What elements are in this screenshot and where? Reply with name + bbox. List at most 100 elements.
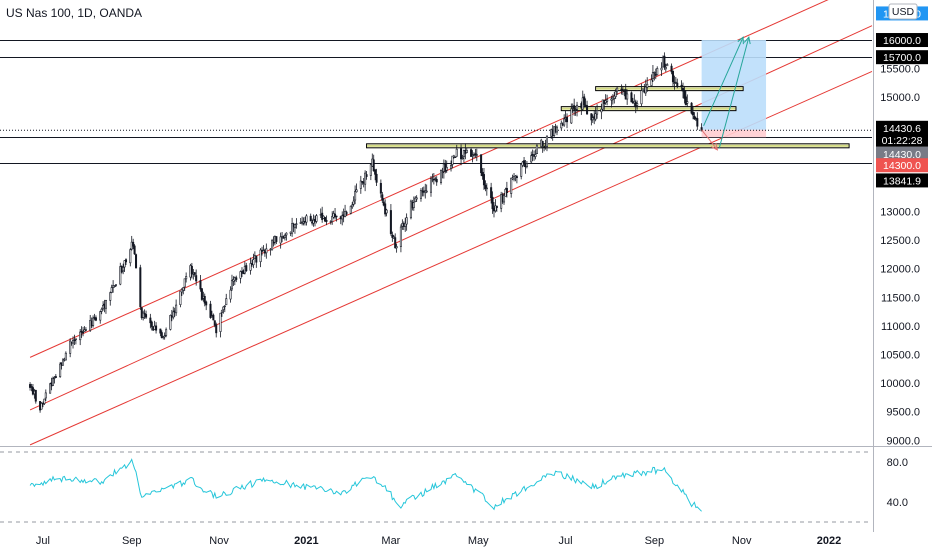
candle[interactable] [439,170,443,183]
candle[interactable] [205,301,208,306]
candle[interactable] [523,160,526,164]
candle[interactable] [143,313,146,315]
candle[interactable] [183,278,186,288]
candle[interactable] [384,203,387,215]
candle[interactable] [220,310,223,313]
candle[interactable] [412,202,415,208]
candle[interactable] [451,155,454,165]
candle[interactable] [305,215,308,223]
candle[interactable] [636,103,639,106]
candle[interactable] [182,287,185,291]
candle[interactable] [180,289,183,293]
candle[interactable] [61,359,65,366]
candle[interactable] [222,306,225,310]
candle[interactable] [375,173,378,183]
candle[interactable] [299,222,302,224]
candle[interactable] [165,329,168,336]
candle[interactable] [591,117,594,121]
candle[interactable] [666,64,669,67]
candle[interactable] [502,195,506,203]
candle[interactable] [124,259,128,263]
candle[interactable] [252,259,255,266]
candle[interactable] [325,219,328,222]
candle[interactable] [100,308,103,312]
candle[interactable] [414,197,417,202]
candle[interactable] [132,241,135,247]
candle[interactable] [43,398,46,404]
candle[interactable] [565,116,569,123]
candle[interactable] [404,222,407,227]
candle[interactable] [203,296,206,304]
candle[interactable] [40,403,43,410]
long-position-target-zone[interactable] [701,40,767,130]
candle[interactable] [531,154,534,156]
candle[interactable] [239,271,242,279]
candle[interactable] [600,108,603,113]
candle[interactable] [525,163,528,168]
candle[interactable] [129,249,132,264]
candle[interactable] [160,332,163,339]
candle[interactable] [491,196,494,210]
candle[interactable] [601,99,604,110]
candle[interactable] [429,178,433,193]
candle[interactable] [485,187,488,190]
candle[interactable] [155,325,158,331]
candle[interactable] [351,204,354,208]
candle[interactable] [355,189,358,193]
candle[interactable] [365,174,368,177]
candle[interactable] [454,156,457,158]
candle[interactable] [534,154,537,157]
candle[interactable] [435,179,438,183]
candle[interactable] [104,300,107,309]
candle[interactable] [249,263,252,271]
candle[interactable] [44,392,47,399]
candle[interactable] [594,113,597,120]
candle[interactable] [259,249,262,263]
candle[interactable] [64,352,67,361]
candle[interactable] [590,113,593,121]
candle[interactable] [495,205,498,208]
candle[interactable] [54,376,57,378]
candle[interactable] [543,146,546,148]
candle[interactable] [606,99,609,102]
candle[interactable] [415,197,418,200]
candle[interactable] [409,200,412,219]
candle[interactable] [700,127,703,132]
candle[interactable] [555,126,559,133]
candle[interactable] [434,178,437,180]
candle[interactable] [349,205,352,214]
candle[interactable] [541,141,544,146]
candle[interactable] [352,200,355,205]
candle[interactable] [225,298,228,306]
candle[interactable] [510,177,513,194]
candle[interactable] [59,363,62,377]
candle[interactable] [465,149,468,153]
candle[interactable] [374,169,377,175]
candle[interactable] [179,290,182,305]
candle[interactable] [425,190,428,193]
candle[interactable] [140,307,143,319]
candle[interactable] [291,223,294,234]
candle[interactable] [114,284,117,286]
candle[interactable] [651,72,654,79]
candle[interactable] [213,320,216,326]
candle[interactable] [613,95,616,99]
candle[interactable] [460,148,463,160]
candle[interactable] [122,267,125,272]
candle[interactable] [175,304,178,314]
candle[interactable] [275,236,278,242]
candle[interactable] [450,165,453,169]
candle[interactable] [399,226,402,247]
candle[interactable] [681,87,685,92]
candle[interactable] [341,215,344,220]
candle[interactable] [455,148,458,157]
candle[interactable] [382,201,385,206]
candle[interactable] [135,254,138,269]
candle[interactable] [392,236,395,239]
candle[interactable] [521,161,524,166]
candle[interactable] [271,240,274,251]
candle[interactable] [229,289,232,300]
candle[interactable] [51,378,54,386]
candle[interactable] [640,90,643,105]
